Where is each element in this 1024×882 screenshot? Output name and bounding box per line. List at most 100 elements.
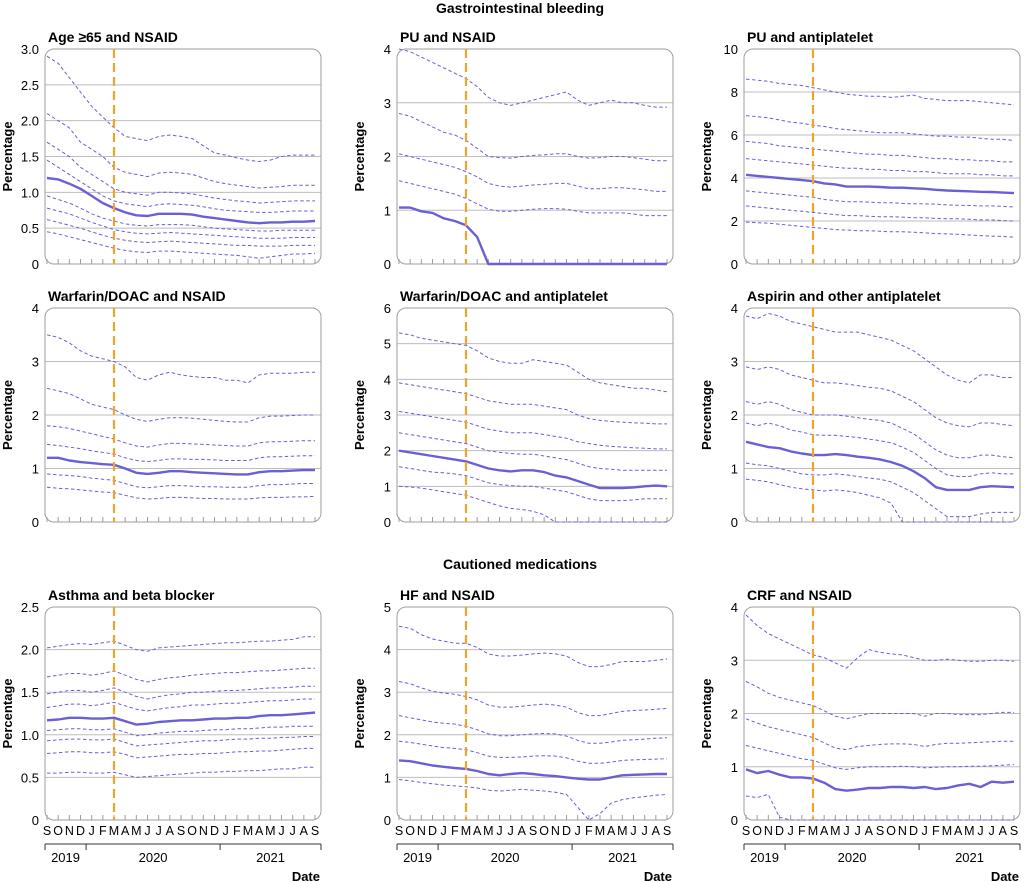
panel-title: Warfarin/DOAC and antiplatelet (400, 288, 608, 304)
x-axis-label: Date (991, 869, 1019, 882)
median-line (398, 759, 667, 781)
median-line (745, 173, 1015, 195)
percentile-line (745, 478, 1014, 523)
year-label: 2020 (139, 850, 168, 865)
x-tick-label: S (876, 824, 884, 838)
y-tick-label: 2 (731, 214, 738, 229)
year-label: 2020 (491, 850, 520, 865)
percentile-line (398, 625, 668, 668)
x-tick-label: D (775, 824, 784, 838)
percentile-line (745, 190, 1015, 208)
x-tick-label: M (243, 824, 253, 838)
median-line (399, 206, 667, 266)
percentile-line (745, 422, 1014, 477)
x-tick-label: J (223, 824, 229, 838)
x-tick-label: A (652, 824, 661, 838)
percentile-line (46, 55, 315, 162)
x-tick-label: A (820, 824, 829, 838)
x-tick-label: J (441, 824, 447, 838)
x-tick-label: M (964, 824, 974, 838)
x-tick-label: S (742, 824, 750, 838)
chart-panel: 0 1 2 3 4 Aspirin and other antiplatelet Perce… (699, 288, 1021, 530)
x-tick-label: D (909, 824, 918, 838)
y-tick-label: 0 (384, 813, 391, 828)
percentile-line (46, 113, 315, 189)
y-tick-label: 2 (731, 408, 738, 423)
y-tick-label: 1 (731, 760, 738, 775)
x-tick-label: A (473, 824, 482, 838)
x-tick-label: S (395, 824, 403, 838)
median-line (398, 449, 668, 490)
y-tick-label: 3 (731, 653, 738, 668)
percentile-line (46, 747, 315, 759)
y-tick-label: 0 (32, 257, 39, 272)
y-tick-label: 0 (731, 515, 738, 530)
percentile-line (745, 312, 1014, 384)
x-tick-label: N (764, 824, 773, 838)
percentile-line (398, 779, 668, 821)
x-tick-label: F (932, 824, 940, 838)
plot-frame (396, 307, 674, 523)
median-line (47, 456, 315, 476)
percentile-line (46, 473, 315, 489)
y-tick-label: 0 (731, 813, 738, 828)
y-tick-label: 0 (384, 257, 391, 272)
percentile-line (46, 443, 315, 462)
median-line (46, 176, 316, 225)
panel-title: PU and NSAID (400, 29, 496, 45)
section-title-cautioned-medications: Cautioned medications (443, 556, 597, 572)
y-tick-label: 3 (384, 408, 391, 423)
y-tick-label: 5 (384, 337, 391, 352)
percentile-line (745, 205, 1015, 222)
panel-title: HF and NSAID (400, 587, 495, 603)
x-tick-label: J (989, 824, 995, 838)
chart-panel: 0 1 2 3 4 Warfarin/DOAC and NSAID Percentage (0, 288, 322, 530)
x-tick-label: F (99, 824, 107, 838)
panel-title: PU and antiplatelet (747, 29, 873, 45)
percentile-line (46, 334, 315, 384)
year-label: 2021 (955, 850, 984, 865)
x-tick-label: D (562, 824, 571, 838)
x-tick-label: O (405, 824, 415, 838)
y-tick-label: 3 (384, 96, 391, 111)
percentile-line (46, 685, 315, 700)
y-tick-label: 1 (731, 462, 738, 477)
plot-frame (743, 48, 1021, 265)
percentile-line (398, 180, 667, 217)
x-tick-label: J (89, 824, 95, 838)
y-tick-label: 4 (384, 372, 391, 387)
y-tick-label: 1 (384, 479, 391, 494)
y-tick-label: 3 (731, 355, 738, 370)
percentile-line (398, 485, 667, 523)
x-tick-label: M (483, 824, 493, 838)
plot-frame (743, 307, 1021, 523)
y-tick-label: 2 (32, 408, 39, 423)
x-tick-label: J (843, 824, 849, 838)
x-tick-label: M (461, 824, 471, 838)
percentile-line (745, 115, 1015, 141)
percentile-line (46, 667, 315, 683)
x-tick-label: N (898, 824, 907, 838)
percentile-line (398, 466, 667, 502)
x-tick-label: J (278, 824, 284, 838)
y-axis-label: Percentage (352, 380, 367, 450)
y-tick-label: 4 (731, 171, 738, 186)
percentile-line (46, 636, 315, 652)
y-tick-label: 2.0 (21, 114, 39, 129)
panel-title: Age ≥65 and NSAID (48, 29, 178, 45)
x-tick-label: N (65, 824, 74, 838)
y-tick-label: 2.5 (21, 78, 39, 93)
y-tick-label: 2.0 (21, 643, 39, 658)
y-tick-label: 2 (384, 728, 391, 743)
y-tick-label: 0 (32, 813, 39, 828)
x-tick-label: O (886, 824, 896, 838)
x-tick-label: F (233, 824, 241, 838)
x-tick-label: A (255, 824, 264, 838)
x-tick-label: A (121, 824, 130, 838)
x-tick-label: M (942, 824, 952, 838)
x-tick-label: A (954, 824, 963, 838)
percentile-line (46, 231, 316, 259)
